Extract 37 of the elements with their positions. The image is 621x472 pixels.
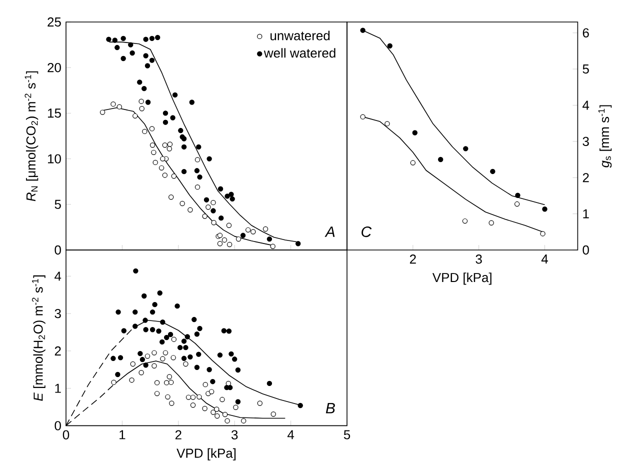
legend-label: well watered: [264, 48, 336, 58]
y-tick-label: 1: [55, 384, 61, 393]
y2-axis-title: g$_{s}$ [mm s$^{-1}$]: [598, 105, 612, 168]
x-tick-label: 3: [476, 254, 482, 264]
annotation: A: [324, 226, 335, 237]
x-tick-label: 0: [62, 430, 70, 440]
x-tick-label: 4: [541, 254, 548, 264]
y2-tick-label: 4: [582, 100, 590, 110]
x-tick-label: 2: [175, 430, 182, 440]
text: R$_{N}$ [μmol(CO$_{2}$) m$^{-2}$ s$^{-1}$]: [24, 71, 38, 202]
y-tick-label: 3: [54, 308, 61, 318]
x-axis-title: VPD [kPa]: [432, 272, 492, 285]
y-tick-label: 15: [48, 108, 61, 118]
y2-tick-label: 3: [582, 136, 589, 146]
legend-label: unwatered: [270, 30, 330, 40]
y-tick-label: 25: [48, 17, 61, 27]
y-tick-label: 10: [48, 154, 61, 164]
y-tick-label: 0: [54, 421, 61, 430]
x-tick-label: 4: [287, 430, 294, 440]
x-tick-label: 3: [231, 430, 238, 440]
y-tick-label: 2: [54, 346, 61, 356]
y2-tick-label: 2: [582, 173, 589, 182]
y2-tick-label: 5: [582, 64, 589, 74]
x-axis-title: VPD [kPa]: [176, 448, 236, 460]
x-tick-label: 5: [344, 430, 350, 440]
y-tick-label: 4: [54, 272, 62, 281]
x-tick-label: 2: [410, 254, 416, 264]
y-tick-label: 5: [54, 200, 61, 209]
x-tick-label: 1: [120, 430, 126, 440]
annotation: C: [362, 226, 372, 238]
y-tick-label: 0: [54, 245, 61, 255]
y-tick-label: 20: [48, 62, 61, 72]
y2-tick-label: 0: [582, 245, 589, 255]
annotation: B: [326, 402, 335, 414]
y-axis-title: E [mmol(H$_{2}$O) m$^{-2}$ s$^{-1}$]: [32, 275, 46, 401]
y2-tick-label: 1: [583, 209, 589, 218]
y2-tick-label: 6: [582, 28, 589, 38]
